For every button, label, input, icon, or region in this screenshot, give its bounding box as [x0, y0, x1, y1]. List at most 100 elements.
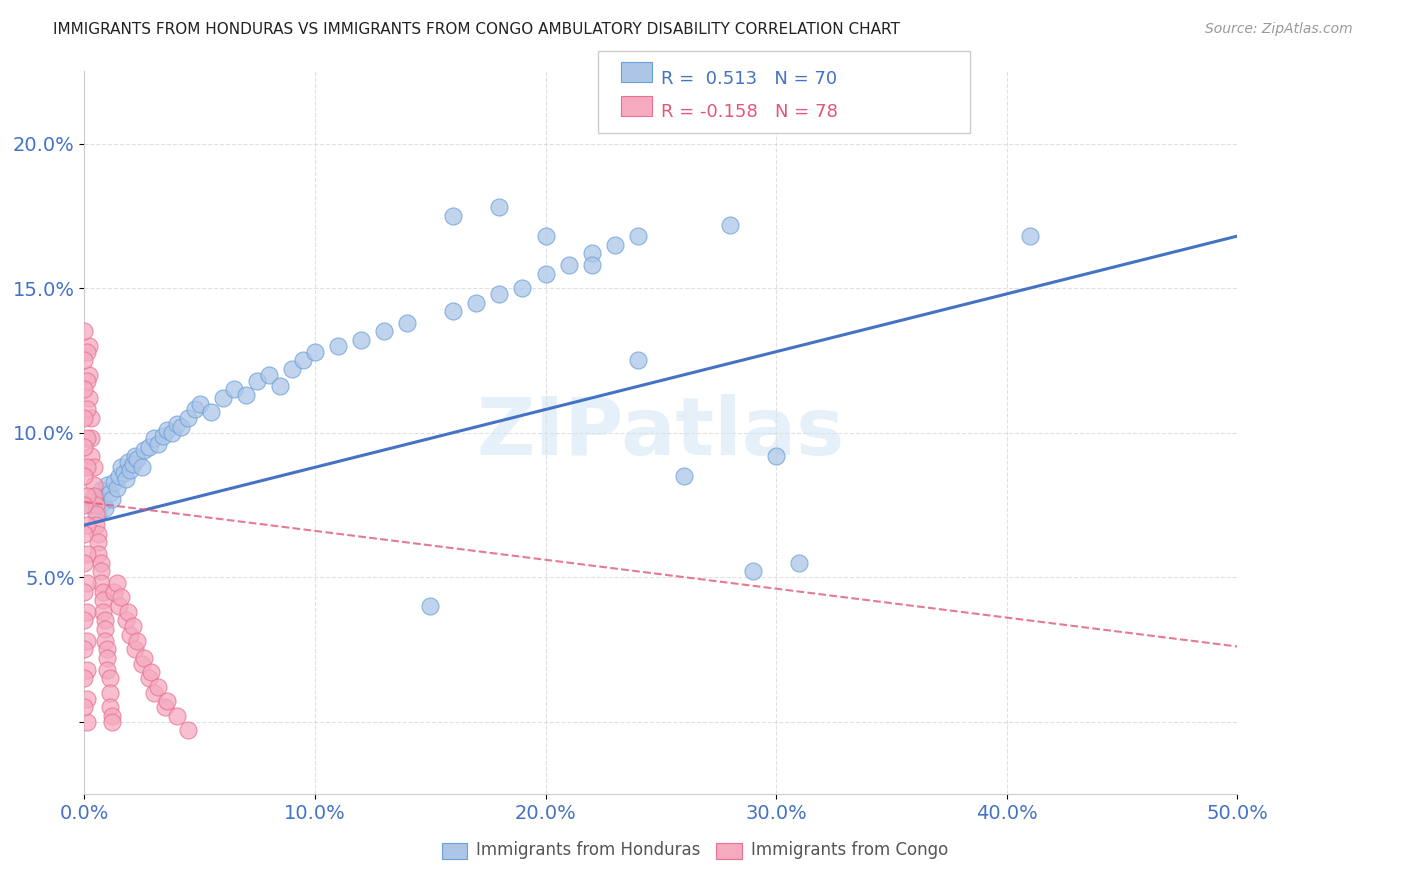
Point — [89, 483, 111, 498]
Point — [246, 374, 269, 388]
Point — [84, 507, 107, 521]
Point — [603, 237, 626, 252]
Point — [96, 651, 118, 665]
Point — [131, 460, 153, 475]
Point — [73, 469, 96, 483]
Point — [103, 475, 125, 489]
Point — [83, 489, 105, 503]
Point — [138, 671, 160, 685]
Point — [257, 368, 280, 382]
Point — [534, 267, 557, 281]
Point — [326, 339, 349, 353]
Point — [211, 391, 233, 405]
Point — [77, 391, 100, 405]
Point — [156, 694, 179, 708]
Point — [110, 460, 132, 475]
Point — [1018, 229, 1040, 244]
Point — [76, 489, 98, 503]
Point — [156, 423, 179, 437]
Point — [121, 458, 143, 472]
Point — [534, 229, 557, 244]
Point — [76, 575, 98, 590]
Point — [76, 691, 98, 706]
Point — [350, 333, 373, 347]
Point — [73, 411, 96, 425]
Point — [77, 368, 100, 382]
Point — [184, 402, 207, 417]
Point — [235, 388, 257, 402]
Point — [96, 663, 118, 677]
Point — [488, 200, 510, 214]
Point — [146, 680, 169, 694]
Point — [73, 584, 96, 599]
Point — [94, 614, 117, 628]
Point — [76, 460, 98, 475]
Point — [77, 339, 100, 353]
Point — [76, 663, 98, 677]
Point — [76, 402, 98, 417]
Point — [76, 714, 98, 729]
Point — [581, 258, 603, 272]
Point — [131, 657, 153, 671]
Point — [441, 209, 464, 223]
Point — [269, 379, 291, 393]
Point — [742, 565, 765, 579]
Point — [73, 325, 96, 339]
Point — [108, 599, 131, 613]
Point — [124, 449, 146, 463]
Point — [115, 614, 138, 628]
Text: R = -0.158   N = 78: R = -0.158 N = 78 — [661, 103, 838, 121]
Point — [98, 671, 121, 685]
Point — [292, 353, 315, 368]
Point — [98, 686, 121, 700]
Point — [91, 584, 114, 599]
Point — [672, 469, 695, 483]
Point — [91, 605, 114, 619]
Point — [76, 431, 98, 445]
Point — [84, 518, 107, 533]
Point — [166, 709, 188, 723]
Point — [84, 498, 107, 512]
Point — [94, 500, 117, 515]
Point — [76, 547, 98, 561]
Point — [200, 405, 222, 419]
Point — [94, 633, 117, 648]
Point — [105, 481, 128, 495]
Point — [110, 591, 132, 605]
Point — [765, 449, 787, 463]
Point — [103, 584, 125, 599]
Point — [76, 344, 98, 359]
Point — [101, 714, 124, 729]
Point — [127, 451, 149, 466]
Point — [80, 411, 103, 425]
Point — [142, 431, 165, 445]
Bar — [716, 843, 741, 859]
Point — [84, 489, 107, 503]
Point — [465, 295, 488, 310]
Point — [80, 431, 103, 445]
Point — [396, 316, 419, 330]
Point — [76, 374, 98, 388]
Text: Immigrants from Congo: Immigrants from Congo — [751, 840, 948, 858]
Point — [112, 466, 135, 480]
Text: Source: ZipAtlas.com: Source: ZipAtlas.com — [1205, 22, 1353, 37]
Point — [121, 619, 143, 633]
Point — [83, 460, 105, 475]
Point — [73, 526, 96, 541]
Point — [91, 495, 114, 509]
Point — [91, 593, 114, 607]
Point — [224, 382, 246, 396]
Point — [87, 535, 110, 549]
Point — [87, 526, 110, 541]
Point — [73, 556, 96, 570]
Point — [141, 665, 163, 680]
Point — [101, 709, 124, 723]
Point — [127, 633, 149, 648]
Point — [160, 425, 183, 440]
Point — [98, 700, 121, 714]
Point — [557, 258, 579, 272]
Point — [188, 397, 211, 411]
Point — [73, 353, 96, 368]
Point — [627, 353, 650, 368]
Point — [124, 642, 146, 657]
